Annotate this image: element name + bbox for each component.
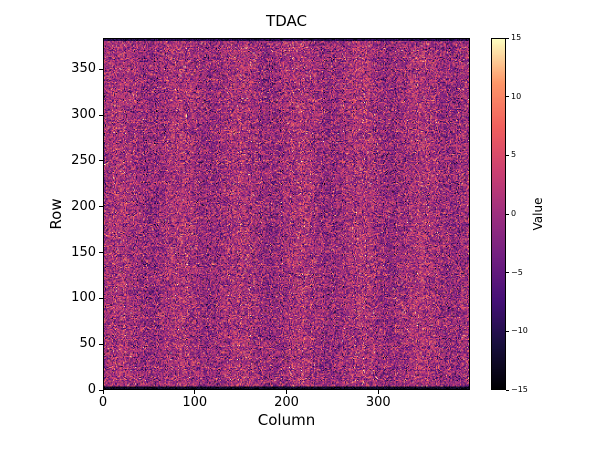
colorbar-tick-mark	[506, 213, 509, 215]
y-tick-mark	[99, 343, 103, 345]
y-tick-mark	[99, 114, 103, 116]
y-tick-mark	[99, 297, 103, 299]
colorbar-tick-mark	[506, 37, 509, 39]
y-tick-label: 200	[71, 198, 96, 214]
y-axis-label: Row	[47, 198, 65, 230]
y-tick-label: 350	[71, 61, 96, 77]
colorbar-tick-mark	[506, 330, 509, 332]
colorbar	[491, 38, 506, 390]
heatmap-plot-area	[103, 38, 470, 390]
colorbar-tick-mark	[506, 96, 509, 98]
plot-title: TDAC	[266, 12, 307, 30]
x-tick-label: 0	[98, 395, 108, 410]
y-tick-mark	[99, 68, 103, 70]
y-tick-mark	[99, 206, 103, 208]
colorbar-tick-mark	[506, 272, 509, 274]
y-tick-label: 300	[71, 107, 96, 122]
x-tick-label: 100	[182, 395, 208, 410]
x-tick-label: 200	[274, 395, 299, 410]
colorbar-tick-label: −5	[511, 267, 523, 277]
colorbar-tick-mark	[506, 389, 509, 391]
x-tick-mark	[102, 390, 104, 394]
y-tick-label: 100	[71, 290, 96, 306]
y-tick-label: 250	[71, 152, 96, 168]
y-tick-mark	[99, 160, 103, 162]
y-tick-mark	[99, 389, 103, 391]
x-tick-mark	[377, 390, 379, 394]
x-tick-mark	[286, 390, 287, 394]
heatmap-image	[104, 39, 469, 389]
colorbar-tick-label: −15	[511, 385, 528, 394]
y-tick-label: 0	[87, 382, 96, 397]
y-tick-label: 50	[79, 336, 96, 352]
colorbar-tick-label: 0	[511, 209, 517, 218]
y-tick-mark	[99, 252, 103, 253]
colorbar-label: Value	[531, 197, 545, 231]
colorbar-tick-mark	[506, 154, 509, 156]
colorbar-tick-label: 15	[511, 33, 522, 42]
x-tick-label: 300	[365, 395, 391, 410]
x-axis-label: Column	[257, 411, 316, 429]
colorbar-tick-label: 10	[511, 91, 522, 101]
colorbar-tick-label: 5	[511, 150, 517, 160]
colorbar-tick-label: −10	[511, 326, 528, 336]
y-tick-label: 150	[71, 244, 96, 260]
x-tick-mark	[194, 390, 196, 394]
colorbar-gradient	[492, 39, 505, 389]
